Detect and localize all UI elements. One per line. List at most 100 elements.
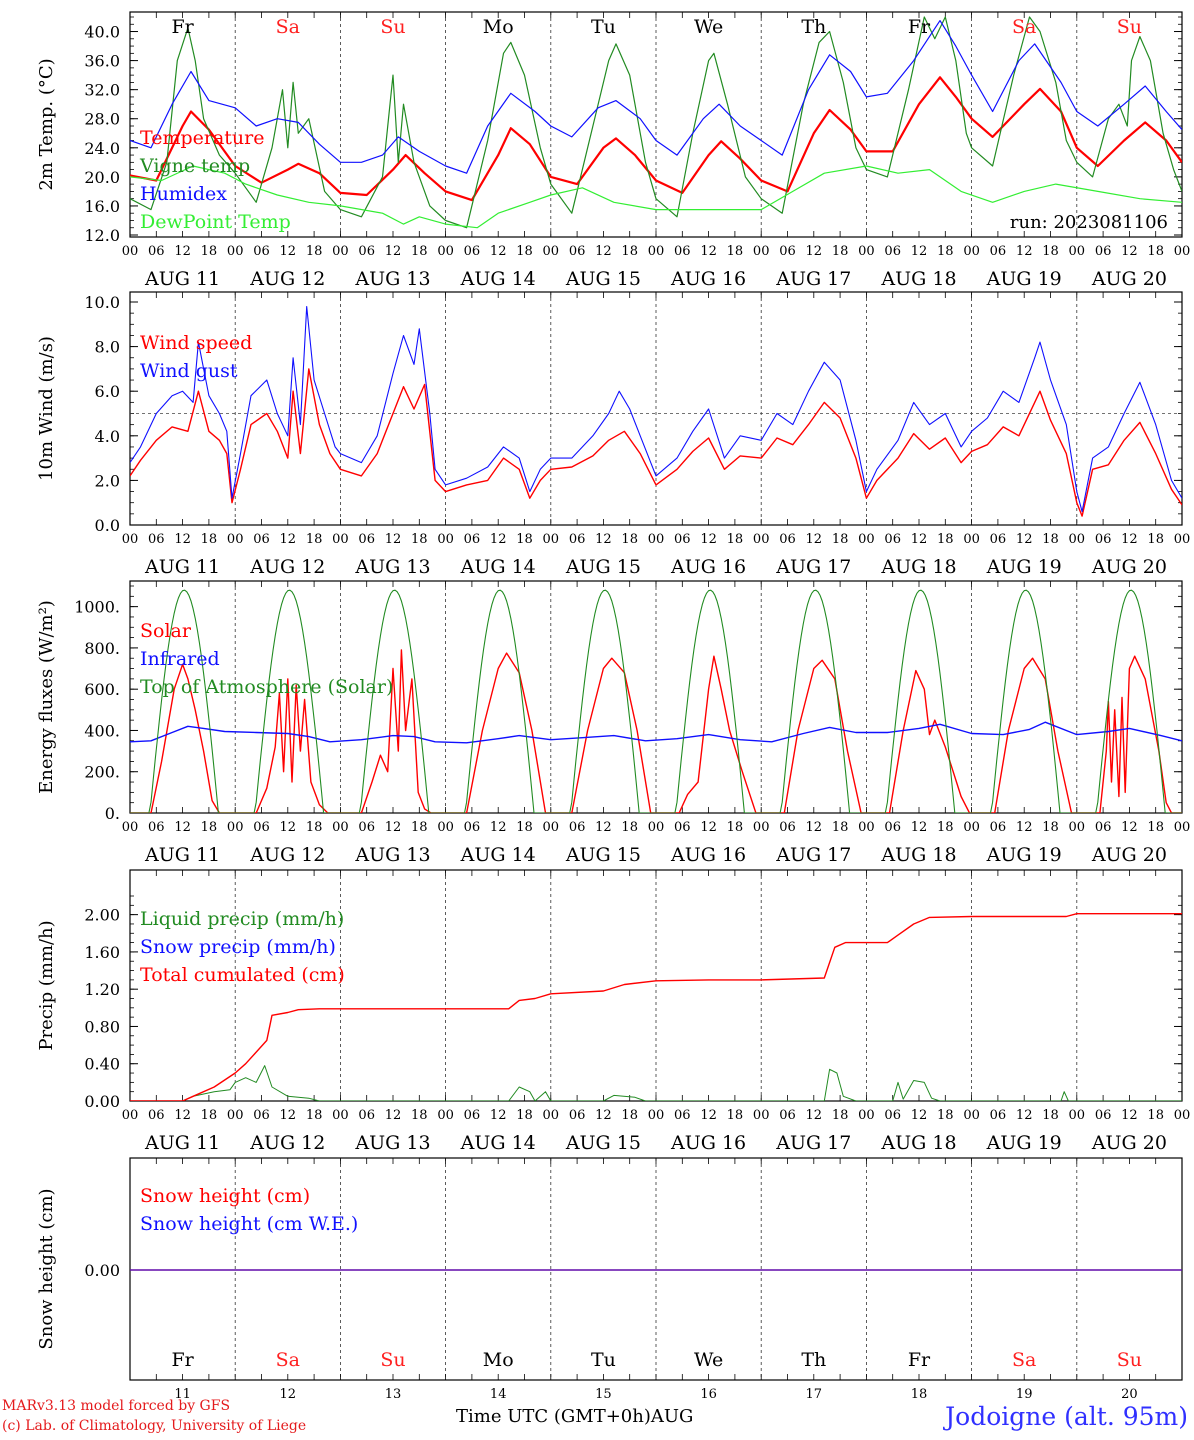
- day-name-top: Sa: [1012, 16, 1036, 38]
- date-label: AUG 12: [249, 556, 325, 578]
- day-number: 20: [1121, 1387, 1138, 1402]
- hour-label: 12: [490, 244, 507, 259]
- hour-label: 12: [1016, 532, 1033, 547]
- hour-label: 18: [516, 1108, 533, 1123]
- y-tick-label: 24.0: [84, 139, 120, 158]
- hour-label: 00: [122, 1108, 139, 1123]
- hour-label: 18: [937, 532, 954, 547]
- hour-label: 06: [990, 1108, 1007, 1123]
- day-number: 16: [700, 1387, 717, 1402]
- hour-label: 06: [990, 532, 1007, 547]
- day-name-bottom: Tu: [591, 1349, 616, 1371]
- date-label: AUG 18: [880, 556, 956, 578]
- legend-vigne-temp: Vigne temp: [139, 155, 250, 177]
- hour-label: 00: [1174, 244, 1191, 259]
- date-label: AUG 14: [460, 556, 536, 578]
- date-label: AUG 13: [354, 844, 430, 866]
- hour-label: 12: [385, 532, 402, 547]
- hour-label: 06: [779, 1108, 796, 1123]
- day-name-top: Sa: [276, 16, 300, 38]
- day-name-top: Su: [1117, 16, 1142, 38]
- hour-label: 06: [779, 532, 796, 547]
- hour-label: 18: [1147, 820, 1164, 835]
- day-name-top: Tu: [591, 16, 616, 38]
- legend-liquid-precip-mm-h: Liquid precip (mm/h): [140, 908, 344, 930]
- hour-label: 00: [437, 532, 454, 547]
- hour-label: 18: [201, 1108, 218, 1123]
- date-label: AUG 14: [460, 844, 536, 866]
- hour-label: 06: [464, 1108, 481, 1123]
- hour-label: 18: [832, 244, 849, 259]
- y-tick-label: 28.0: [84, 110, 120, 129]
- hour-label: 06: [148, 244, 165, 259]
- date-label: AUG 11: [144, 556, 220, 578]
- date-label: AUG 16: [670, 556, 746, 578]
- legend-snow-precip-mm-h: Snow precip (mm/h): [140, 936, 336, 958]
- hour-label: 00: [437, 244, 454, 259]
- hour-label: 06: [884, 532, 901, 547]
- date-label: AUG 14: [460, 1132, 536, 1154]
- y-tick-label: 2.0: [95, 471, 120, 490]
- y-tick-label: 1.60: [84, 943, 120, 962]
- hour-label: 06: [674, 820, 691, 835]
- hour-label: 12: [806, 820, 823, 835]
- hour-label: 18: [1042, 820, 1059, 835]
- hour-label: 06: [1095, 1108, 1112, 1123]
- hour-label: 12: [595, 532, 612, 547]
- y-tick-label: 1000.: [74, 598, 120, 617]
- hour-label: 06: [779, 244, 796, 259]
- y-tick-label: 10.0: [84, 293, 120, 312]
- hour-label: 06: [148, 1108, 165, 1123]
- day-number: 15: [595, 1387, 612, 1402]
- x-axis-title: Time UTC (GMT+0h)AUG: [456, 1406, 693, 1427]
- series-temperature: [130, 76, 1182, 202]
- hour-label: 12: [1016, 244, 1033, 259]
- day-name-bottom: Sa: [1012, 1349, 1036, 1371]
- hour-label: 06: [884, 820, 901, 835]
- hour-label: 00: [543, 532, 560, 547]
- hour-label: 06: [990, 820, 1007, 835]
- panel-wind: 0.0 2.0 4.0 6.0 8.0 10.0 10m Wind (m/s) Wind sp…: [36, 291, 1190, 578]
- y-tick-label: 36.0: [84, 52, 120, 71]
- day-name-bottom: We: [694, 1349, 723, 1371]
- date-label: AUG 18: [880, 1132, 956, 1154]
- hour-label: 12: [700, 244, 717, 259]
- hour-label: 18: [411, 532, 428, 547]
- y-tick-label: 40.0: [84, 23, 120, 42]
- hour-label: 18: [937, 244, 954, 259]
- x-axis-title-main: Time UTC (GMT+0h): [456, 1406, 651, 1427]
- y-tick-label: 32.0: [84, 81, 120, 100]
- series-humidex: [130, 20, 1182, 174]
- day-name-bottom: Fr: [908, 1349, 931, 1371]
- series-wind-speed: [130, 368, 1182, 517]
- date-label: AUG 12: [249, 1132, 325, 1154]
- day-name-top: Fr: [908, 16, 931, 38]
- hour-label: 06: [569, 244, 586, 259]
- date-label: AUG 15: [565, 1132, 641, 1154]
- date-label: AUG 19: [986, 844, 1062, 866]
- y-tick-label: 0.00: [84, 1261, 120, 1280]
- hour-label: 12: [280, 244, 297, 259]
- hour-label: 12: [1121, 244, 1138, 259]
- footer-model-credit: MARv3.13 model forced by GFS: [2, 1398, 231, 1414]
- hour-label: 12: [911, 244, 928, 259]
- date-label: AUG 17: [775, 1132, 851, 1154]
- hour-label: 18: [621, 820, 638, 835]
- legend-wind-gust: Wind gust: [140, 360, 238, 382]
- hour-label: 18: [727, 820, 744, 835]
- hour-label: 00: [648, 820, 665, 835]
- hour-label: 06: [253, 820, 270, 835]
- hour-label: 18: [516, 244, 533, 259]
- hour-label: 00: [858, 820, 875, 835]
- date-label: AUG 11: [144, 1132, 220, 1154]
- day-number: 17: [806, 1387, 823, 1402]
- hour-label: 18: [1042, 1108, 1059, 1123]
- hour-label: 18: [832, 532, 849, 547]
- hour-label: 06: [358, 820, 375, 835]
- hour-label: 00: [648, 532, 665, 547]
- hour-label: 06: [253, 1108, 270, 1123]
- panel-temperature: 12.0 16.0 20.0 24.0 28.0 32.0 36.0 40.0 2m Temp.…: [36, 11, 1191, 290]
- hour-label: 18: [516, 820, 533, 835]
- hour-label: 18: [201, 532, 218, 547]
- hour-label: 00: [437, 820, 454, 835]
